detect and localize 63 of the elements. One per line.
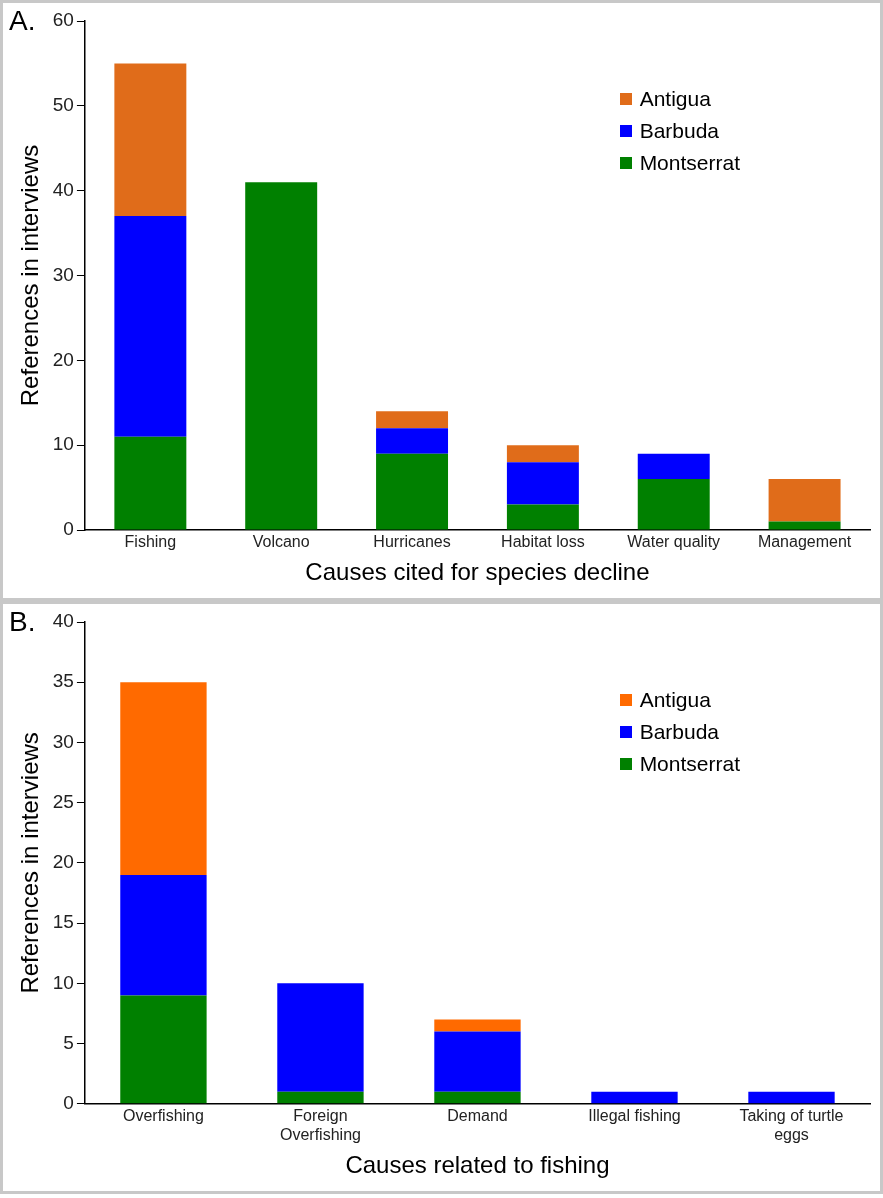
x-tick-label: Taking of turtle eggs <box>739 1106 844 1144</box>
bar <box>768 479 841 522</box>
bar <box>434 1031 521 1092</box>
bar <box>748 1091 835 1104</box>
x-tick-label: Management <box>757 533 852 551</box>
bar <box>376 453 449 530</box>
legend-label: Barbuda <box>639 118 720 144</box>
bar <box>114 216 187 437</box>
bar <box>120 874 207 996</box>
y-tick-label: 60 <box>52 9 74 31</box>
x-axis-title: Causes related to fishing <box>345 1151 610 1179</box>
bar <box>506 445 579 463</box>
y-tick-label: 30 <box>52 263 74 285</box>
bar <box>506 504 579 530</box>
y-axis-title: References in interviews <box>16 144 44 407</box>
bar <box>434 1019 521 1032</box>
y-axis-title: References in interviews <box>16 732 44 994</box>
text: B. <box>9 606 36 638</box>
bar <box>120 682 207 875</box>
y-tick-label: 35 <box>52 670 74 692</box>
x-tick-label: Illegal fishing <box>588 1106 681 1124</box>
bar <box>376 428 449 454</box>
text: A. <box>9 5 36 37</box>
bar <box>591 1091 678 1104</box>
x-tick-label: Foreign Overfishing <box>279 1106 361 1144</box>
bar <box>637 479 710 530</box>
x-tick-label: Overfishing <box>122 1106 204 1124</box>
bar <box>506 462 579 505</box>
bar <box>637 453 710 480</box>
bar <box>114 63 187 217</box>
bar <box>768 521 841 530</box>
y-tick-label: 20 <box>52 851 74 873</box>
y-tick-label: 10 <box>52 971 74 993</box>
legend-label: Montserrat <box>639 751 740 777</box>
legend-label: Barbuda <box>639 719 720 745</box>
y-tick-label: 40 <box>52 178 74 200</box>
bar <box>277 983 364 1092</box>
y-tick-label: 25 <box>52 790 74 812</box>
x-axis-title: Causes cited for species decline <box>305 558 650 586</box>
x-tick-label: Fishing <box>124 533 177 551</box>
x-tick-label: Hurricanes <box>373 533 451 551</box>
x-tick-label: Habitat loss <box>501 533 585 551</box>
bar <box>120 995 207 1104</box>
legend-label: Montserrat <box>639 150 740 176</box>
y-tick-label: 0 <box>63 1092 74 1114</box>
y-tick-label: 40 <box>52 610 74 632</box>
y-tick-label: 0 <box>63 518 74 540</box>
legend-label: Antigua <box>639 86 711 112</box>
bar <box>434 1091 521 1104</box>
x-tick-label: Demand <box>447 1106 508 1124</box>
bar <box>376 411 449 429</box>
bar <box>245 182 318 530</box>
y-tick-label: 50 <box>52 94 74 116</box>
bar <box>277 1091 364 1104</box>
y-tick-label: 5 <box>63 1031 74 1053</box>
y-tick-label: 15 <box>52 911 74 933</box>
legend-label: Antigua <box>639 687 711 713</box>
y-tick-label: 30 <box>52 730 74 752</box>
y-tick-label: 10 <box>52 433 74 455</box>
y-tick-label: 20 <box>52 348 74 370</box>
bar <box>114 436 187 530</box>
x-tick-label: Water quality <box>627 533 721 551</box>
x-tick-label: Volcano <box>252 533 310 551</box>
